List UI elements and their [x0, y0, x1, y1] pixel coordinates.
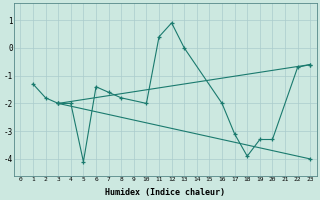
X-axis label: Humidex (Indice chaleur): Humidex (Indice chaleur) — [105, 188, 225, 197]
